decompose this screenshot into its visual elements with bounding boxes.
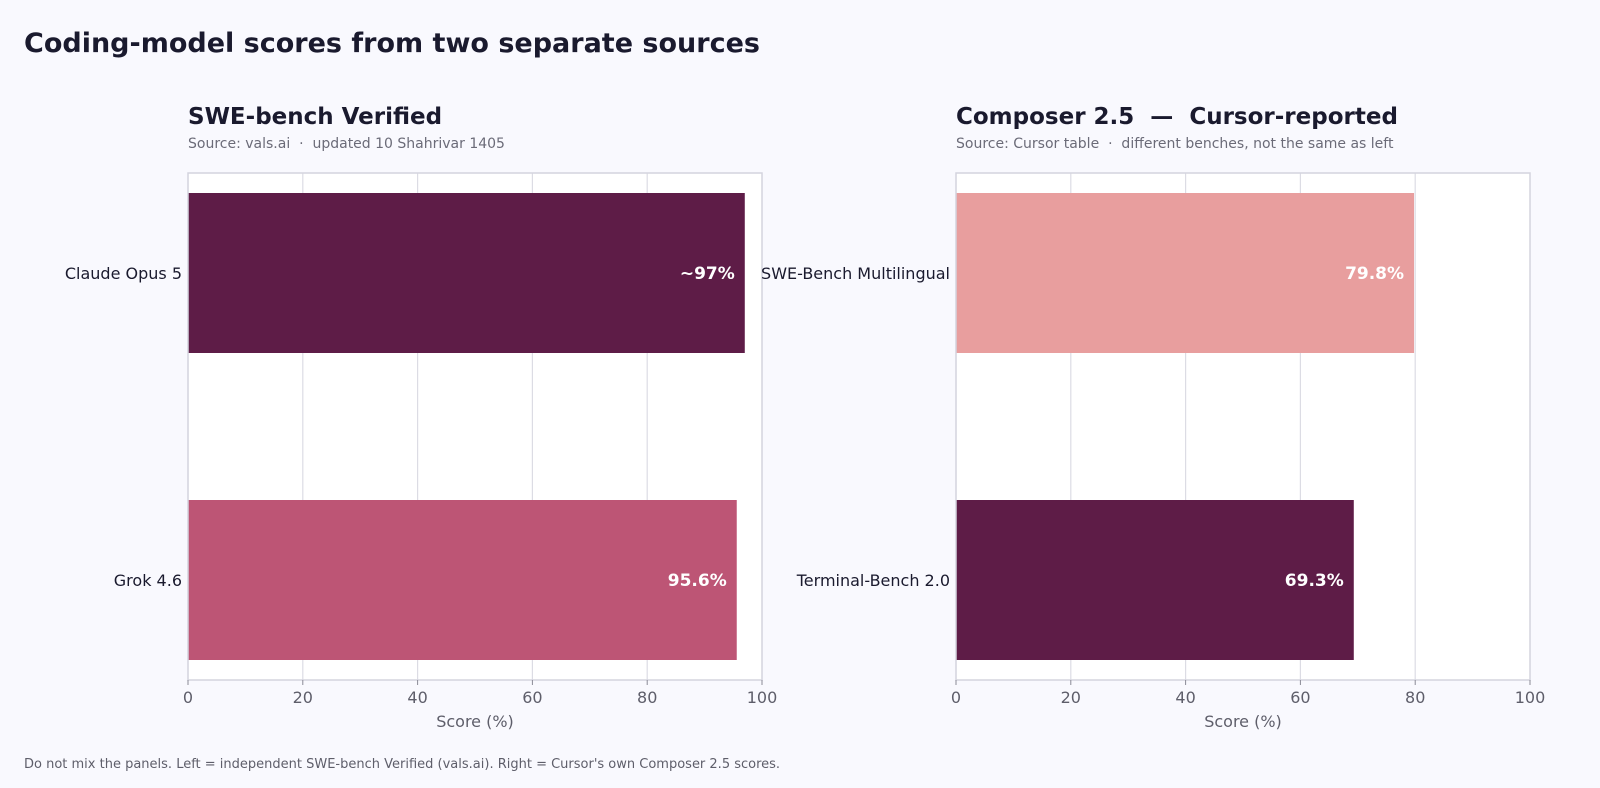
left-value-label: 95.6% <box>668 571 727 591</box>
right-value-label: 79.8% <box>1345 264 1404 284</box>
right-bar <box>956 193 1415 353</box>
right-panel-title: Composer 2.5 — Cursor-reported <box>956 104 1398 130</box>
left-bar <box>188 500 737 660</box>
right-tick-label: 20 <box>1061 688 1081 707</box>
left-tick-label: 100 <box>747 688 778 707</box>
left-plot-frame <box>187 172 763 681</box>
right-value-label: 69.3% <box>1285 571 1344 591</box>
right-tick-label: 0 <box>951 688 961 707</box>
right-bar <box>956 500 1354 660</box>
right-panel-subtitle: Source: Cursor table · different benches… <box>956 136 1394 152</box>
right-tick-label: 40 <box>1175 688 1195 707</box>
left-panel-subtitle: Source: vals.ai · updated 10 Shahrivar 1… <box>188 136 505 152</box>
left-value-label: ~97% <box>680 264 735 284</box>
page-title: Coding-model scores from two separate so… <box>24 28 760 59</box>
left-category-label: Claude Opus 5 <box>65 264 182 283</box>
left-panel-title: SWE-bench Verified <box>188 104 443 130</box>
left-tick-label: 20 <box>293 688 313 707</box>
right-category-label: Terminal-Bench 2.0 <box>796 571 950 590</box>
right-tick-label: 60 <box>1290 688 1310 707</box>
right-x-axis-label: Score (%) <box>1204 712 1282 731</box>
right-category-label: SWE-Bench Multilingual <box>761 264 950 283</box>
right-plot-frame <box>955 172 1531 681</box>
left-x-axis-label: Score (%) <box>436 712 514 731</box>
right-tick-label: 100 <box>1515 688 1546 707</box>
footnote: Do not mix the panels. Left = independen… <box>24 757 781 772</box>
left-tick-label: 60 <box>522 688 542 707</box>
left-category-label: Grok 4.6 <box>114 571 182 590</box>
right-chart: 79.8% SWE-Bench Multilingual 69.3% Terminal… <box>761 172 1546 731</box>
left-tick-label: 80 <box>637 688 657 707</box>
left-tick-label: 40 <box>407 688 427 707</box>
right-tick-label: 80 <box>1405 688 1425 707</box>
left-bar <box>188 193 745 353</box>
left-chart: ~97% Claude Opus 5 95.6% Grok 4.6 0 20 40 60 80 1… <box>65 172 778 731</box>
left-tick-label: 0 <box>183 688 193 707</box>
